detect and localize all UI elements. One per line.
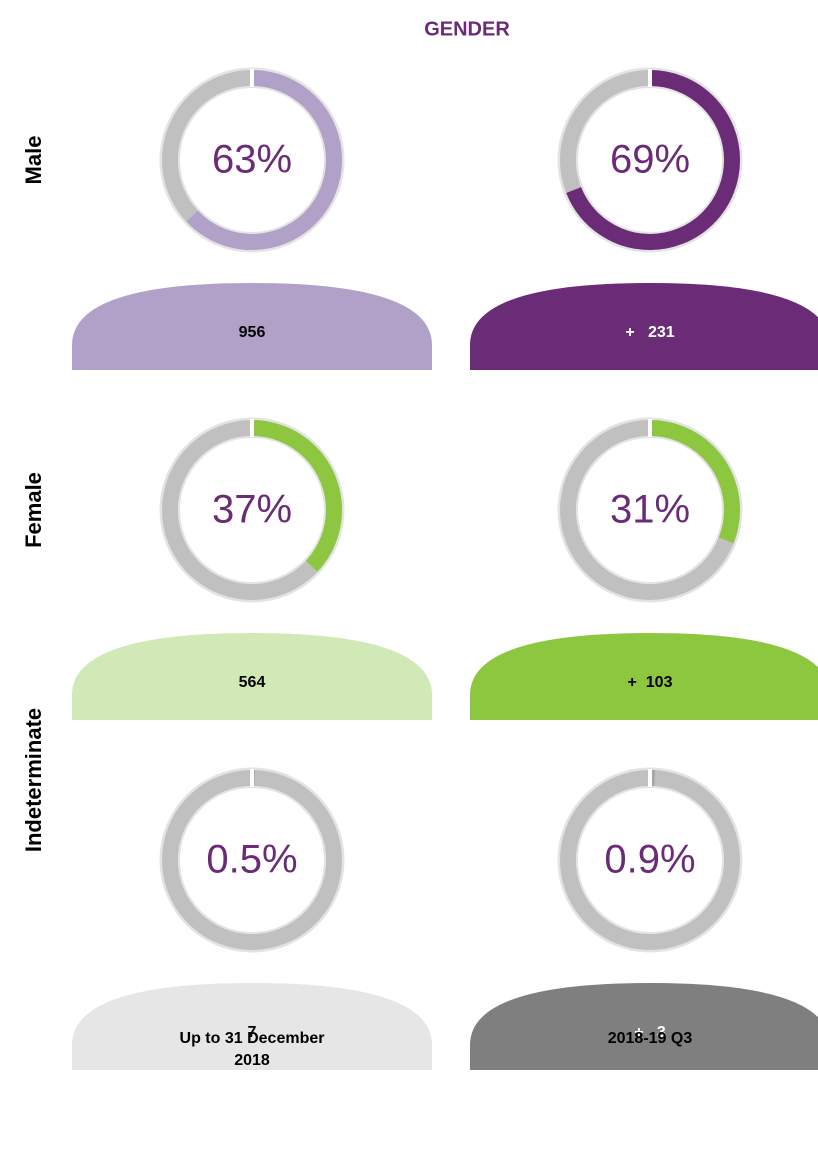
- ring-gap: [250, 769, 254, 787]
- column-label: Up to 31 December 2018: [179, 1030, 325, 1069]
- count-mound: [72, 283, 432, 370]
- ring-gap: [250, 419, 254, 437]
- ring-gap: [648, 69, 652, 87]
- percent-label: 0.9%: [604, 838, 695, 882]
- count-label: 956: [239, 324, 266, 341]
- count-label: 564: [239, 674, 266, 691]
- count-label: + 231: [625, 324, 674, 341]
- percent-label: 63%: [212, 138, 292, 182]
- percent-label: 0.5%: [206, 838, 297, 882]
- count-mound: [470, 283, 818, 370]
- count-label: 7: [248, 1024, 257, 1041]
- row-label: Male: [21, 136, 46, 185]
- title: GENDER: [424, 18, 510, 40]
- count-mound: [470, 633, 818, 720]
- percent-label: 37%: [212, 488, 292, 532]
- ring-gap: [250, 69, 254, 87]
- count-mound: [72, 633, 432, 720]
- percent-label: 69%: [610, 138, 690, 182]
- row-label: Indeterminate: [21, 708, 46, 852]
- ring-gap: [648, 769, 652, 787]
- row-label: Female: [21, 472, 46, 548]
- count-label: + 103: [628, 674, 673, 691]
- percent-label: 31%: [610, 488, 690, 532]
- count-mound: [72, 983, 432, 1070]
- count-label: + 3: [634, 1024, 666, 1041]
- count-mound: [470, 983, 818, 1070]
- ring-gap: [648, 419, 652, 437]
- column-label: 2018-19 Q3: [607, 1030, 693, 1047]
